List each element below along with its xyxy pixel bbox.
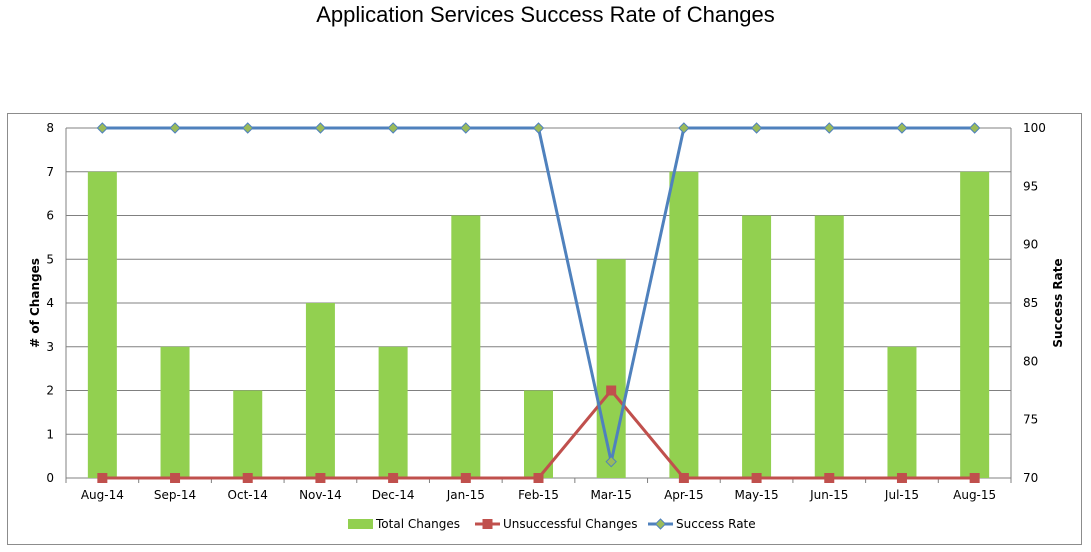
data-point xyxy=(605,455,617,468)
x-tick-label: Aug-15 xyxy=(953,488,996,502)
left-axis-ticks: 0 1 2 3 4 5 6 7 8 xyxy=(46,121,54,485)
data-point xyxy=(242,122,254,134)
bar xyxy=(233,390,263,478)
line-series xyxy=(96,122,981,483)
bar xyxy=(87,171,117,478)
y-tick-label: 6 xyxy=(46,209,54,223)
chart-title: Application Services Success Rate of Cha… xyxy=(316,2,775,27)
x-tick-label: Jan-15 xyxy=(446,488,485,502)
x-tick-label: Jun-15 xyxy=(809,488,848,502)
bar xyxy=(305,303,335,478)
y-tick-label: 7 xyxy=(46,165,54,179)
y2-tick-label: 100 xyxy=(1023,121,1046,135)
y-axis-label: # of Changes xyxy=(28,258,42,348)
data-point xyxy=(242,473,253,483)
bar xyxy=(378,346,408,478)
y-tick-label: 5 xyxy=(46,252,54,266)
bar xyxy=(524,390,553,478)
x-tick-label: Sep-14 xyxy=(154,488,196,502)
bar xyxy=(451,215,481,478)
legend: Total Changes Unsuccessful Changes Success… xyxy=(348,517,756,531)
bar xyxy=(887,346,917,478)
y-tick-label: 0 xyxy=(46,471,54,485)
data-point xyxy=(678,122,690,134)
data-point xyxy=(170,473,181,483)
y-tick-label: 3 xyxy=(46,340,54,354)
data-point xyxy=(96,122,109,134)
data-point xyxy=(896,473,907,483)
legend-label: Unsuccessful Changes xyxy=(503,517,638,531)
legend-swatch xyxy=(348,519,373,529)
x-tick-label: Jul-15 xyxy=(884,488,919,502)
y2-axis-label: Success Rate xyxy=(1051,258,1065,347)
y2-tick-label: 70 xyxy=(1023,471,1038,485)
chart-frame xyxy=(7,113,1082,545)
x-tick-label: Apr-15 xyxy=(664,488,704,502)
data-point xyxy=(460,473,471,483)
data-point xyxy=(606,385,617,396)
bar xyxy=(814,215,844,478)
x-tick-label: Feb-15 xyxy=(518,488,559,502)
x-tick-label: Dec-14 xyxy=(372,488,415,502)
legend-label: Success Rate xyxy=(676,517,756,531)
y-tick-label: 1 xyxy=(46,427,54,441)
bar xyxy=(596,259,626,478)
data-point xyxy=(532,122,545,134)
bar xyxy=(669,171,699,478)
y2-tick-label: 80 xyxy=(1023,354,1038,368)
data-point xyxy=(460,122,472,134)
x-axis-ticks: Aug-14 Sep-14 Oct-14 Nov-14 Dec-14 Jan-15 Feb-… xyxy=(81,488,996,502)
data-point xyxy=(314,122,327,134)
data-point xyxy=(968,122,981,134)
x-tick-label: May-15 xyxy=(734,488,778,502)
data-point xyxy=(823,122,835,134)
data-point xyxy=(315,473,326,483)
x-tick-label: Oct-14 xyxy=(228,488,268,502)
bar xyxy=(160,346,190,478)
data-point xyxy=(751,473,762,483)
right-axis-ticks: 70 75 80 85 90 95 100 xyxy=(1023,121,1046,485)
legend-marker xyxy=(654,518,667,530)
data-point xyxy=(969,473,980,483)
data-point xyxy=(750,122,763,134)
y-tick-label: 2 xyxy=(46,384,54,398)
bar-series-total-changes xyxy=(87,171,990,478)
data-point xyxy=(824,473,835,483)
x-tick-label: Nov-14 xyxy=(299,488,342,502)
data-point xyxy=(896,122,908,134)
y2-tick-label: 95 xyxy=(1023,179,1038,193)
x-tick-label: Aug-14 xyxy=(81,488,124,502)
y2-tick-label: 90 xyxy=(1023,238,1038,252)
x-tick-label: Mar-15 xyxy=(590,488,631,502)
data-point xyxy=(533,473,544,483)
data-point xyxy=(388,473,399,483)
legend-marker xyxy=(482,519,493,529)
data-point xyxy=(387,122,399,134)
bar xyxy=(960,171,990,478)
y2-tick-label: 85 xyxy=(1023,296,1038,310)
y-tick-label: 8 xyxy=(46,121,54,135)
y2-tick-label: 75 xyxy=(1023,413,1038,427)
data-point xyxy=(97,473,108,483)
bar xyxy=(742,215,772,478)
data-point xyxy=(169,122,181,134)
y-tick-label: 4 xyxy=(46,296,54,310)
legend-label: Total Changes xyxy=(375,517,460,531)
data-point xyxy=(678,473,689,483)
